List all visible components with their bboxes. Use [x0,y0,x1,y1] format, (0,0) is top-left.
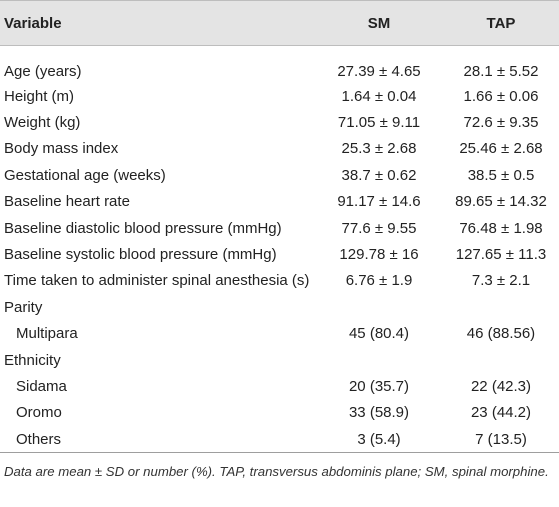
sm-value: 91.17 ± 14.6 [337,193,421,211]
table-footnote: Data are mean ± SD or number (%). TAP, t… [4,464,549,480]
row-label: Baseline diastolic blood pressure (mmHg) [4,219,282,237]
table-row: Baseline systolic blood pressure (mmHg) … [0,241,559,267]
table-row: Baseline diastolic blood pressure (mmHg)… [0,215,559,241]
table-row: Gestational age (weeks) 38.7 ± 0.62 38.5… [0,162,559,188]
tap-value: 22 (42.3) [470,377,532,395]
sm-value: 33 (58.9) [348,404,410,422]
table-row: Others 3 (5.4) 7 (13.5) [0,426,559,454]
sm-value: 45 (80.4) [348,325,410,343]
table-row: Baseline heart rate 91.17 ± 14.6 89.65 ±… [0,189,559,215]
sm-value: 3 (5.4) [315,426,443,454]
tap-value: 38.5 ± 0.5 [467,166,535,184]
tap-value: 7 (13.5) [443,426,559,454]
tap-value [443,294,559,320]
row-label: Multipara [16,325,78,343]
table-section-row: Ethnicity [0,347,559,373]
table-row: Age (years) 27.39 ± 4.65 28.1 ± 5.52 [0,46,559,84]
sm-value [315,294,443,320]
tap-value [443,347,559,373]
sm-value: 1.64 ± 0.04 [341,87,417,105]
baseline-characteristics-table: Variable SM TAP Age (years) 27.39 ± 4.65… [0,0,559,454]
row-label: Time taken to administer spinal anesthes… [4,272,310,290]
sm-value: 77.6 ± 9.55 [341,219,417,237]
sm-value: 25.3 ± 2.68 [341,140,417,158]
sm-value: 38.7 ± 0.62 [341,166,417,184]
row-label: Height (m) [4,87,75,105]
table-row: Sidama 20 (35.7) 22 (42.3) [0,373,559,399]
section-label-ethnicity: Ethnicity [4,351,61,369]
row-label: Age (years) [4,63,82,80]
tap-value: 23 (44.2) [470,404,532,422]
table-header-row: Variable SM TAP [0,0,559,46]
tap-value: 25.46 ± 2.68 [459,140,543,158]
baseline-characteristics-table-container: Variable SM TAP Age (years) 27.39 ± 4.65… [0,0,559,480]
table-row: Weight (kg) 71.05 ± 9.11 72.6 ± 9.35 [0,109,559,135]
row-label: Gestational age (weeks) [4,166,166,184]
table-row: Height (m) 1.64 ± 0.04 1.66 ± 0.06 [0,83,559,109]
row-label: Baseline systolic blood pressure (mmHg) [4,246,277,264]
sm-value [315,347,443,373]
tap-value: 76.48 ± 1.98 [459,219,543,237]
sm-value: 6.76 ± 1.9 [345,272,413,290]
header-sm: SM [315,0,443,46]
tap-value: 72.6 ± 9.35 [463,114,539,132]
table-row: Body mass index 25.3 ± 2.68 25.46 ± 2.68 [0,136,559,162]
sm-value: 20 (35.7) [348,377,410,395]
tap-value: 46 (88.56) [466,325,536,343]
row-label: Weight (kg) [4,114,81,132]
header-tap: TAP [443,0,559,46]
row-label: Sidama [16,377,67,395]
tap-value: 127.65 ± 11.3 [455,246,547,264]
sm-value: 27.39 ± 4.65 [337,63,421,80]
tap-value: 89.65 ± 14.32 [455,193,547,211]
sm-value: 71.05 ± 9.11 [337,114,421,132]
table-row: Time taken to administer spinal anesthes… [0,268,559,294]
tap-value: 28.1 ± 5.52 [463,63,539,80]
row-label: Baseline heart rate [4,193,130,211]
table-row: Oromo 33 (58.9) 23 (44.2) [0,400,559,426]
section-label-parity: Parity [4,298,43,316]
tap-value: 7.3 ± 2.1 [471,272,531,290]
header-variable: Variable [0,0,315,46]
row-label: Oromo [16,404,62,422]
row-label: Others [0,426,315,454]
row-label: Body mass index [4,140,119,158]
tap-value: 1.66 ± 0.06 [463,87,539,105]
table-row: Multipara 45 (80.4) 46 (88.56) [0,321,559,347]
sm-value: 129.78 ± 16 [339,246,419,264]
table-section-row: Parity [0,294,559,320]
